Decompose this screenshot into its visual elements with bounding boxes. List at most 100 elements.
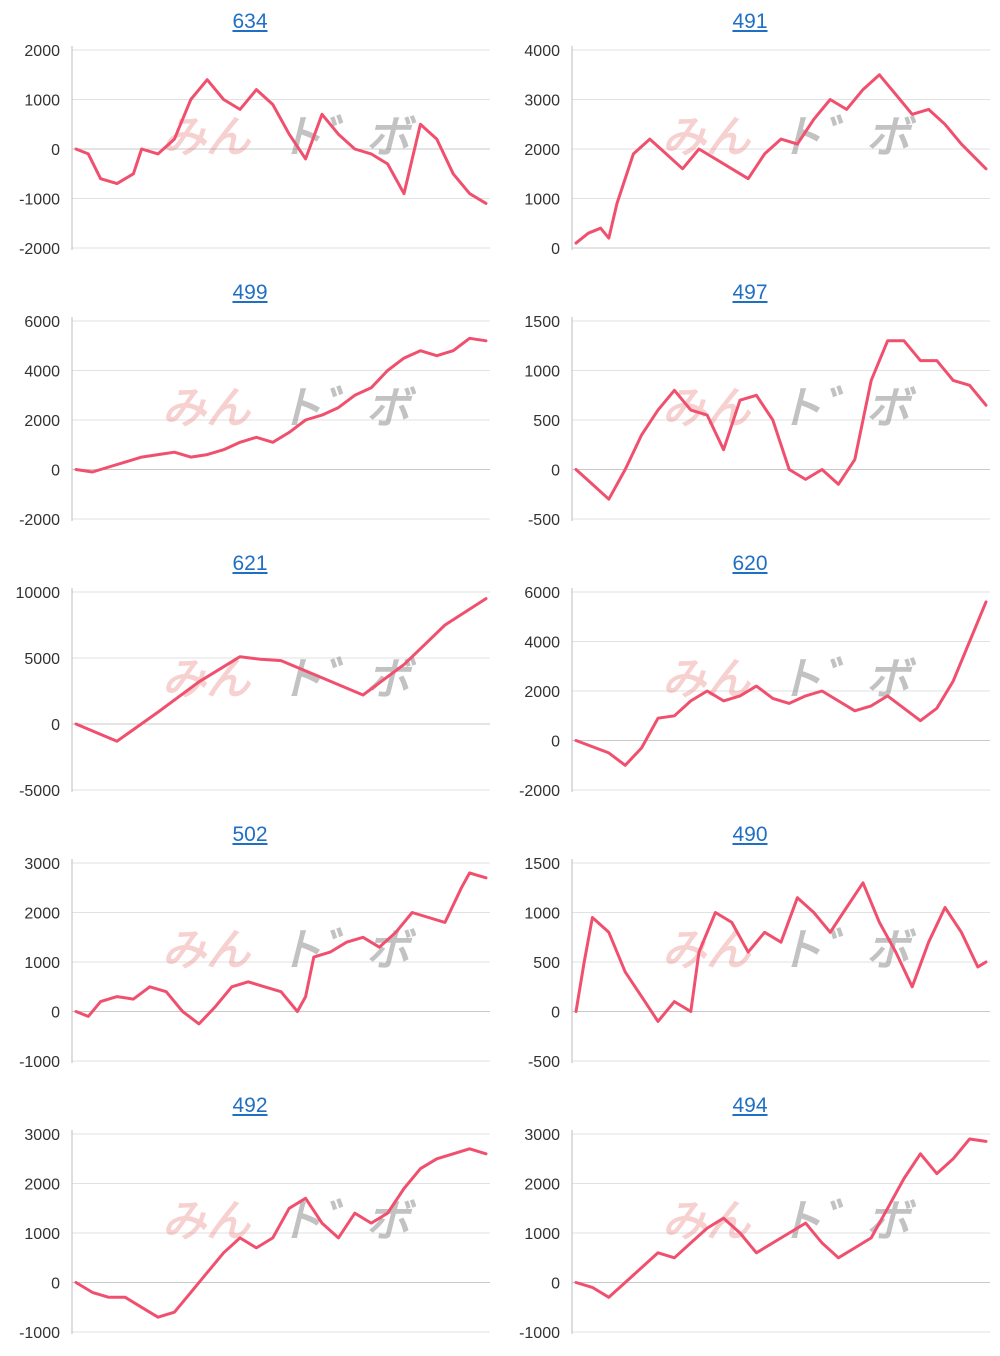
y-tick-label: 0 (51, 1005, 60, 1022)
series-line (574, 881, 988, 1023)
watermark-text-1: みん (162, 383, 252, 434)
y-tick-label: 6000 (24, 314, 60, 331)
chart-title-link[interactable]: 621 (232, 552, 268, 575)
y-tick-label: 3000 (24, 856, 60, 873)
line-chart: 3000 2000 1000 0 -1000 みん ト゛ボ (19, 1127, 490, 1342)
watermark: みん ト゛ボ (662, 1196, 917, 1247)
chart-title-link[interactable]: 620 (732, 552, 768, 575)
y-tick-label: 0 (551, 1276, 560, 1293)
y-tick-label: 4000 (524, 43, 560, 60)
chart-panel: 2000 1000 0 -1000 -2000 みん ト゛ボ 634 (0, 0, 500, 271)
chart-panel: 4000 3000 2000 1000 0 みん ト゛ボ 491 (500, 0, 1000, 271)
y-tick-label: 4000 (24, 364, 60, 381)
series-line (74, 597, 488, 743)
y-tick-label: 3000 (524, 93, 560, 110)
y-tick-label: -2000 (19, 512, 60, 529)
series-line (574, 1137, 988, 1299)
y-tick-label: 1000 (524, 192, 560, 209)
y-tick-label: -2000 (19, 241, 60, 258)
series-line (574, 600, 988, 767)
y-tick-label: 0 (51, 463, 60, 480)
series-line (574, 73, 988, 245)
chart-title-link[interactable]: 490 (732, 823, 768, 846)
y-tick-label: 1500 (524, 314, 560, 331)
y-tick-label: 2000 (524, 142, 560, 159)
y-tick-label: 4000 (524, 635, 560, 652)
chart-title-link[interactable]: 494 (732, 1094, 768, 1117)
y-tick-label: 500 (533, 955, 560, 972)
line-chart: 6000 4000 2000 0 -2000 みん ト゛ボ (19, 314, 490, 529)
line-chart: 3000 2000 1000 0 -1000 みん ト゛ボ (19, 856, 490, 1071)
series-line (74, 78, 488, 205)
series-line (574, 339, 988, 501)
y-tick-label: -5000 (19, 783, 60, 800)
chart-title-link[interactable]: 497 (732, 281, 768, 304)
line-chart: 6000 4000 2000 0 -2000 みん ト゛ボ (519, 585, 990, 800)
y-tick-label: 2000 (24, 906, 60, 923)
chart-title-link[interactable]: 491 (732, 10, 768, 33)
series-line (74, 1147, 488, 1319)
y-tick-label: -1000 (519, 1325, 560, 1342)
y-tick-label: 2000 (524, 684, 560, 701)
y-tick-label: 1000 (524, 1226, 560, 1243)
chart-panel: 3000 2000 1000 0 -1000 みん ト゛ボ 494 (500, 1084, 1000, 1355)
chart-panel: 6000 4000 2000 0 -2000 みん ト゛ボ 499 (0, 271, 500, 542)
y-tick-label: 0 (51, 717, 60, 734)
y-tick-label: 2000 (24, 1177, 60, 1194)
watermark: みん ト゛ボ (662, 112, 917, 163)
y-tick-label: -1000 (19, 1325, 60, 1342)
y-tick-label: 6000 (524, 585, 560, 602)
watermark-text-2: ト゛ボ (278, 654, 417, 705)
line-chart: 3000 2000 1000 0 -1000 みん ト゛ボ (519, 1127, 990, 1342)
y-tick-label: 0 (51, 142, 60, 159)
chart-panel: 6000 4000 2000 0 -2000 みん ト゛ボ 620 (500, 542, 1000, 813)
y-tick-label: 2000 (24, 43, 60, 60)
y-tick-label: 1500 (524, 856, 560, 873)
watermark-text-2: ト゛ボ (778, 383, 917, 434)
y-tick-label: 2000 (524, 1177, 560, 1194)
watermark: みん ト゛ボ (162, 1196, 417, 1247)
chart-title-link[interactable]: 634 (232, 10, 268, 33)
watermark: みん ト゛ボ (662, 383, 917, 434)
chart-title-link[interactable]: 492 (232, 1094, 268, 1117)
watermark-text-2: ト゛ボ (778, 112, 917, 163)
series-line (74, 871, 488, 1026)
line-chart: 4000 3000 2000 1000 0 みん ト゛ボ (524, 43, 990, 258)
y-tick-label: 0 (551, 1005, 560, 1022)
watermark: みん ト゛ボ (662, 654, 917, 705)
y-tick-label: 10000 (16, 585, 61, 602)
y-tick-label: -500 (528, 1054, 560, 1071)
y-tick-label: 3000 (524, 1127, 560, 1144)
series-line (74, 336, 488, 474)
y-tick-label: 2000 (24, 413, 60, 430)
chart-panel: 10000 5000 0 -5000 みん ト゛ボ 621 (0, 542, 500, 813)
y-tick-label: -2000 (519, 783, 560, 800)
watermark-text-2: ト゛ボ (778, 1196, 917, 1247)
y-tick-label: 5000 (24, 651, 60, 668)
y-tick-label: 500 (533, 413, 560, 430)
chart-panel: 3000 2000 1000 0 -1000 みん ト゛ボ 492 (0, 1084, 500, 1355)
y-tick-label: -500 (528, 512, 560, 529)
chart-title-link[interactable]: 502 (232, 823, 268, 846)
watermark-text-1: みん (162, 1196, 252, 1247)
y-tick-label: 0 (51, 1276, 60, 1293)
y-tick-label: -1000 (19, 1054, 60, 1071)
y-tick-label: 1000 (24, 1226, 60, 1243)
watermark-text-2: ト゛ボ (278, 383, 417, 434)
chart-title-link[interactable]: 499 (232, 281, 268, 304)
chart-panel: 1500 1000 500 0 -500 みん ト゛ボ 490 (500, 813, 1000, 1084)
y-tick-label: 1000 (524, 906, 560, 923)
watermark: みん ト゛ボ (162, 112, 417, 163)
watermark-text-1: みん (162, 925, 252, 976)
y-tick-label: 1000 (24, 93, 60, 110)
watermark-text-1: みん (162, 112, 252, 163)
y-tick-label: 0 (551, 734, 560, 751)
y-tick-label: 1000 (24, 955, 60, 972)
y-tick-label: 0 (551, 241, 560, 258)
line-chart: 2000 1000 0 -1000 -2000 みん ト゛ボ (19, 43, 490, 258)
watermark: みん ト゛ボ (162, 925, 417, 976)
